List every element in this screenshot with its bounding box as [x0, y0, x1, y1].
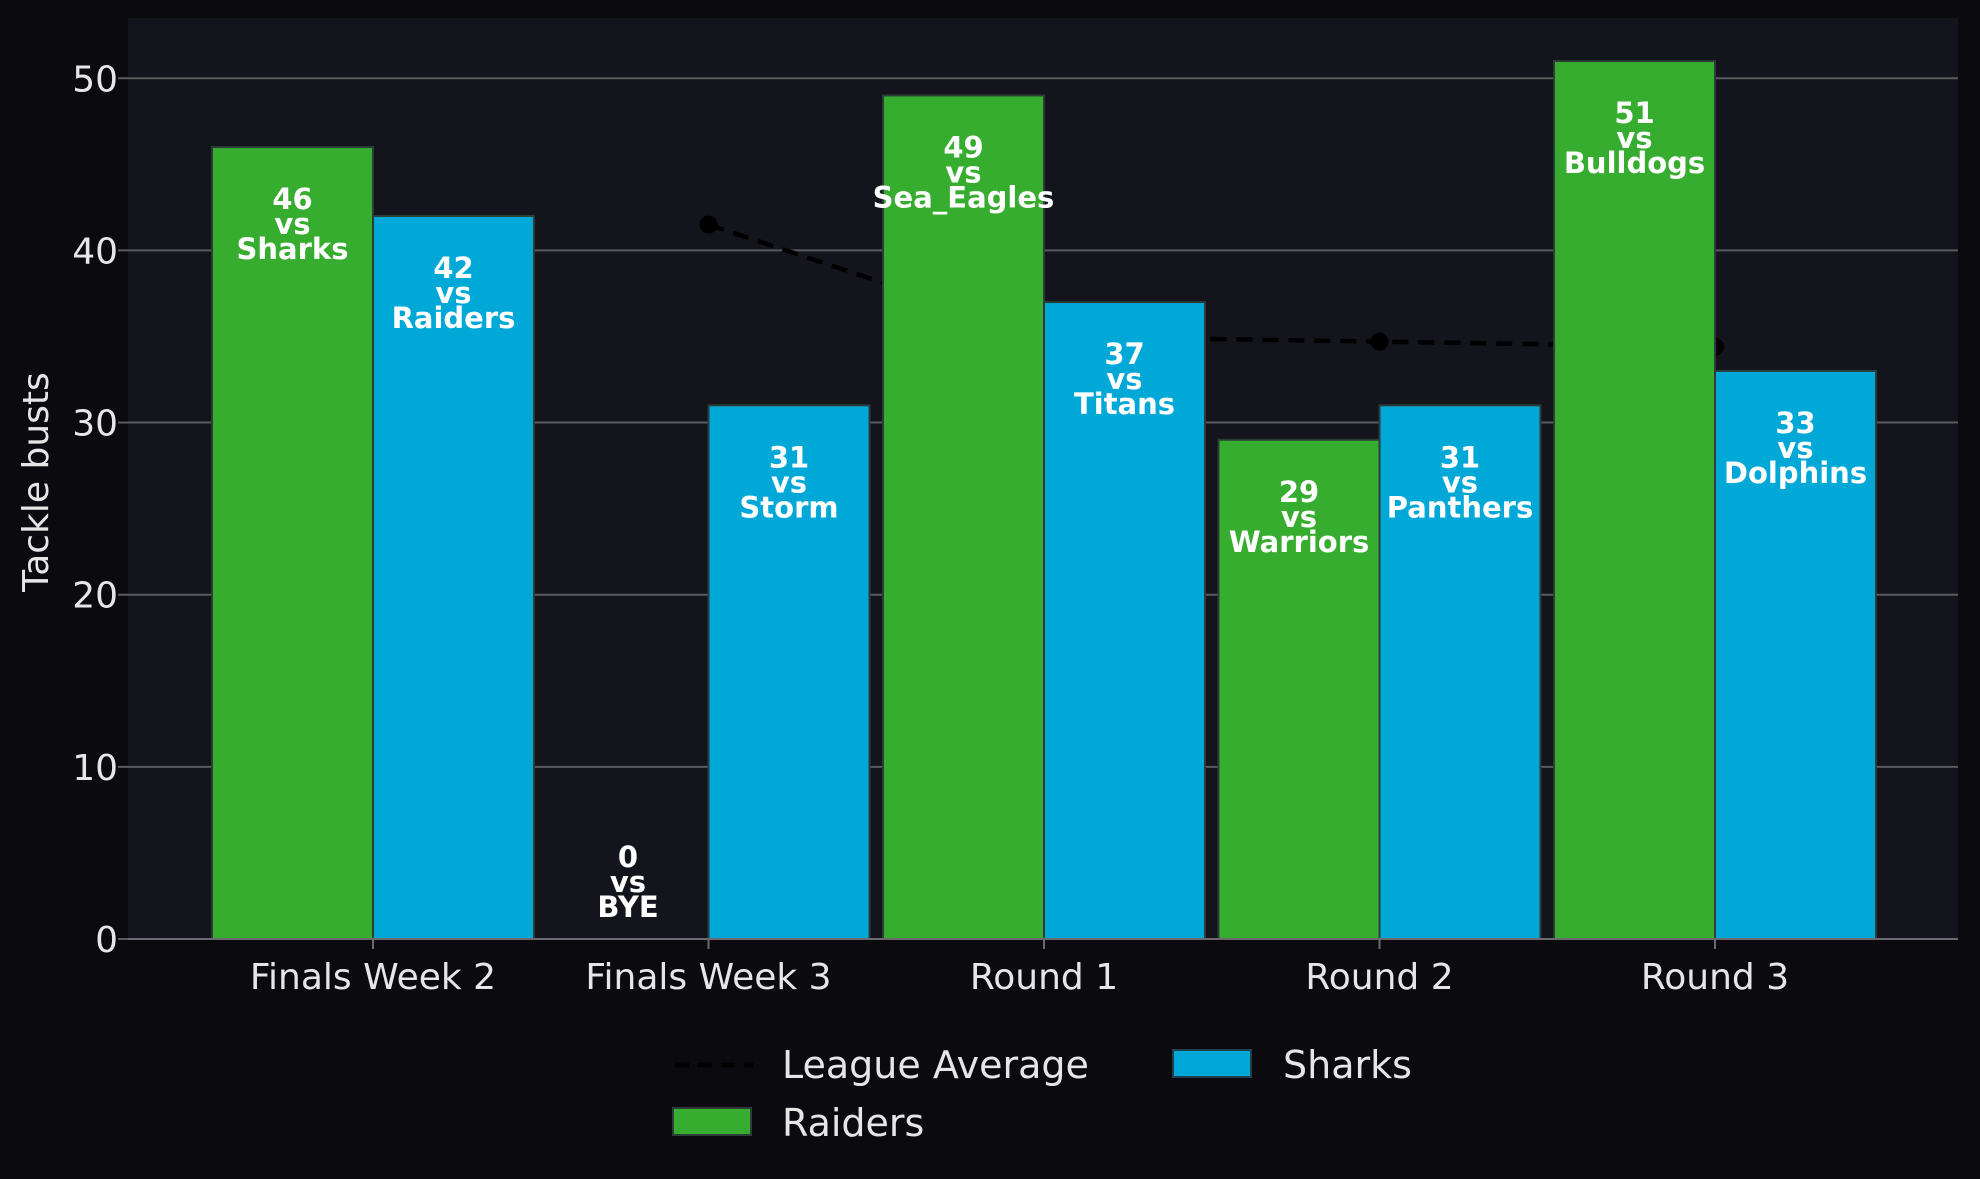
bar-label: vs — [1616, 121, 1652, 155]
bar-label: vs — [610, 865, 646, 899]
bar-sharks-0 — [372, 214, 535, 940]
y-tick-label: 20 — [72, 576, 118, 617]
legend-raiders-swatch — [672, 1107, 752, 1136]
bar-sharks-4 — [1714, 369, 1877, 940]
league-average-point — [699, 215, 718, 234]
bar-label: vs — [435, 276, 471, 310]
bar-label: vs — [771, 465, 807, 499]
bar-label: Sea_Eagles — [873, 180, 1055, 214]
bar-labels: 46vsSharks0vsBYE49vsSea_Eagles29vsWarrio… — [237, 96, 1868, 924]
bars — [211, 60, 1877, 941]
bar-label: Warriors — [1229, 525, 1370, 559]
bar-sharks-3 — [1378, 404, 1542, 941]
bar-label: Raiders — [392, 301, 516, 335]
x-tick-label: Round 1 — [970, 957, 1118, 998]
legend-sharks-label: Sharks — [1283, 1043, 1412, 1087]
bar-label: Panthers — [1387, 490, 1533, 524]
bar-label: 0 — [618, 840, 638, 874]
bar-label: 31 — [1440, 440, 1480, 474]
bar-raiders-3 — [1217, 438, 1381, 940]
bar-label: Titans — [1074, 387, 1175, 421]
y-tick-label: 30 — [72, 404, 118, 445]
bar-label: vs — [1281, 500, 1317, 534]
x-axis: Finals Week 2 Finals Week 3 Round 1 Round 2… — [250, 939, 1789, 998]
legend-league-average-label: League Average — [782, 1043, 1089, 1087]
bar-label: Bulldogs — [1564, 146, 1705, 180]
bar-label: vs — [1777, 431, 1813, 465]
bar-sharks-2 — [1043, 301, 1206, 940]
legend-sharks-swatch — [1172, 1049, 1252, 1078]
bar-raiders-4 — [1553, 60, 1716, 941]
bar-label: BYE — [597, 890, 658, 924]
y-tick-label: 10 — [72, 748, 118, 789]
bar-sharks-1 — [707, 404, 871, 941]
bar-label: 31 — [769, 440, 809, 474]
league-average-point — [1370, 332, 1389, 351]
bar-label: Sharks — [237, 232, 349, 266]
x-tick-label: Finals Week 3 — [585, 957, 831, 998]
bar-label: vs — [1106, 362, 1142, 396]
y-tick-label: 40 — [72, 231, 118, 272]
y-tick-label: 0 — [95, 920, 118, 961]
bar-label: Storm — [739, 490, 838, 524]
y-tick-label: 50 — [72, 59, 118, 100]
y-axis-title: Tackle busts — [16, 372, 57, 593]
bar-label: vs — [945, 155, 981, 189]
bar-raiders-2 — [882, 94, 1045, 941]
bar-label: 37 — [1104, 337, 1144, 371]
bar-label: 46 — [272, 182, 312, 216]
bar-raiders-0 — [211, 146, 374, 941]
bar-label: 51 — [1614, 96, 1654, 130]
bar-label: Dolphins — [1724, 456, 1867, 490]
x-tick-label: Round 2 — [1305, 957, 1453, 998]
legend: League Average Raiders Sharks — [672, 1043, 1412, 1145]
legend-raiders-label: Raiders — [782, 1101, 924, 1145]
league-average-path — [707, 222, 1716, 350]
x-tick-label: Round 3 — [1641, 957, 1789, 998]
bar-label: 42 — [433, 251, 473, 285]
x-tick-label: Finals Week 2 — [250, 957, 496, 998]
bar-label: vs — [274, 207, 310, 241]
bar-label: 49 — [943, 130, 983, 164]
bar-label: vs — [1442, 465, 1478, 499]
bar-label: 33 — [1775, 406, 1815, 440]
bar-label: 29 — [1279, 475, 1319, 509]
